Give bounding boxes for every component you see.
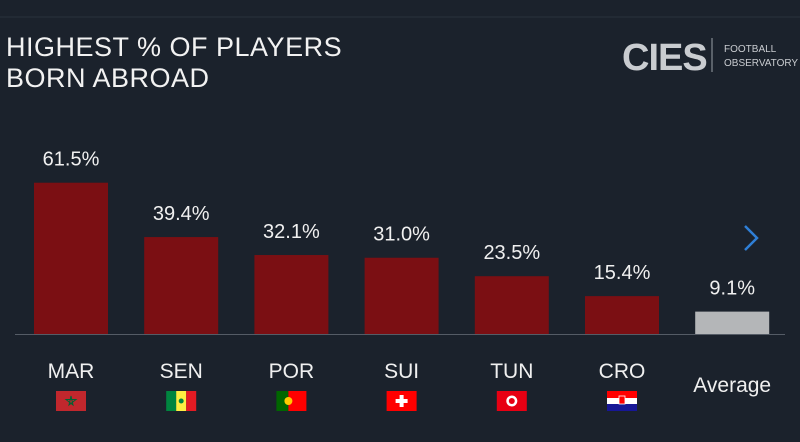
logo-text: FOOTBALL [724, 44, 777, 55]
flag-field [607, 404, 637, 411]
value-label: 39.4% [153, 203, 210, 225]
flag-cross [395, 399, 408, 403]
bar [34, 182, 108, 334]
bar [695, 311, 770, 334]
logo-text: OBSERVATORY [724, 58, 798, 69]
x-tick-label: SEN [160, 360, 203, 383]
bar [254, 255, 329, 334]
value-label: 9.1% [709, 278, 755, 300]
x-tick-label: TUN [490, 360, 533, 383]
flag-field [186, 391, 197, 411]
flag [276, 391, 307, 411]
flag [56, 391, 86, 411]
flag-field [166, 391, 177, 411]
x-tick-label: POR [269, 360, 315, 383]
bar [474, 276, 549, 334]
flag-crescent [508, 398, 515, 404]
flag [607, 391, 637, 411]
bar [585, 296, 659, 334]
flag [166, 391, 197, 411]
flag-field [276, 391, 289, 411]
x-tick-label: SUI [384, 360, 419, 383]
flag-shield [618, 395, 626, 405]
flag-field [288, 391, 307, 411]
flag-field [56, 391, 86, 411]
value-label: 61.5% [43, 149, 100, 171]
flag-star [178, 398, 184, 404]
bar [144, 237, 219, 334]
x-tick-label: MAR [48, 360, 95, 383]
flag [386, 391, 417, 411]
next-arrow[interactable] [744, 225, 759, 251]
flag-emblem [284, 397, 293, 405]
value-label: 32.1% [263, 221, 320, 243]
x-tick-label: CRO [599, 360, 646, 383]
value-label: 15.4% [594, 262, 651, 284]
flag [496, 391, 527, 411]
bar [364, 257, 439, 334]
flag-field [607, 391, 637, 398]
flag-star [64, 395, 78, 407]
logo-mark: CIES [622, 37, 707, 79]
value-label: 23.5% [483, 242, 540, 264]
value-label: 31.0% [373, 224, 430, 246]
x-tick-label: Average [693, 374, 771, 397]
chart-title: HIGHEST % OF PLAYERS BORN ABROAD [6, 32, 343, 93]
